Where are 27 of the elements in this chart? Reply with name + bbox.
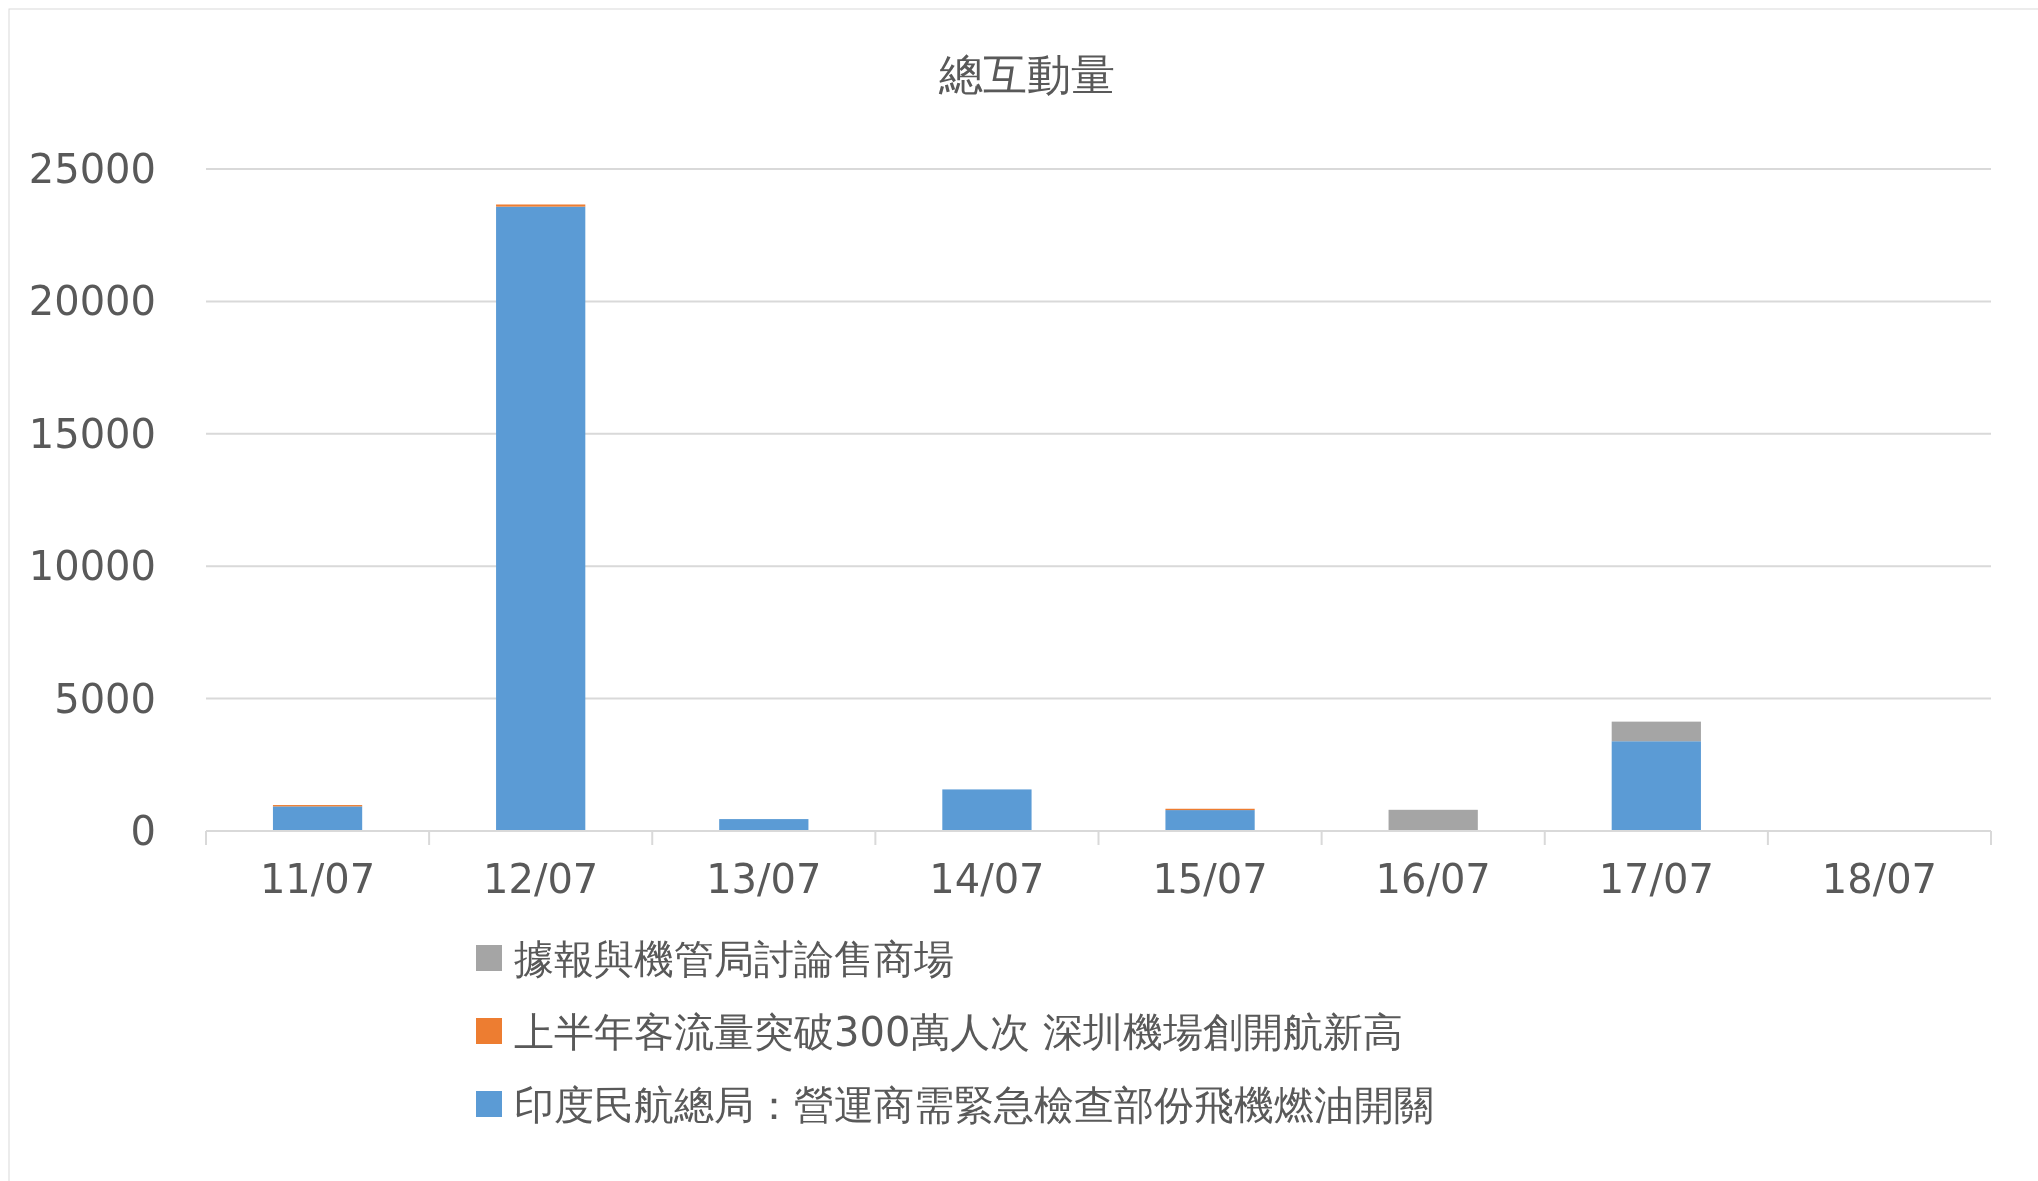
x-tick-label: 18/07 bbox=[1821, 856, 1938, 902]
x-tick-label: 17/07 bbox=[1598, 856, 1714, 902]
bar bbox=[942, 789, 1032, 831]
x-tick-label: 13/07 bbox=[706, 856, 822, 902]
bar bbox=[719, 819, 809, 831]
chart-title: 總互動量 bbox=[938, 49, 1115, 100]
legend-label: 據報與機管局討論售商場 bbox=[514, 936, 954, 982]
y-tick-label: 0 bbox=[130, 808, 156, 854]
x-tick-label: 14/07 bbox=[929, 856, 1045, 902]
y-tick-label: 20000 bbox=[28, 278, 156, 325]
y-tick-label: 15000 bbox=[28, 410, 156, 457]
legend-label: 印度民航總局：營運商需緊急檢查部份飛機燃油開關 bbox=[514, 1082, 1434, 1128]
y-tick-label: 10000 bbox=[28, 543, 156, 590]
y-tick-label: 5000 bbox=[54, 675, 156, 722]
bar bbox=[1611, 721, 1701, 742]
bar bbox=[1165, 810, 1255, 831]
legend-label: 上半年客流量突破300萬人次 深圳機場創開航新高 bbox=[514, 1009, 1404, 1055]
bar bbox=[272, 806, 363, 831]
bar bbox=[1388, 809, 1478, 831]
x-tick-label: 16/07 bbox=[1375, 856, 1491, 902]
x-tick-label: 15/07 bbox=[1152, 856, 1268, 902]
x-tick-label: 11/07 bbox=[259, 856, 376, 902]
bar bbox=[496, 206, 586, 831]
bar bbox=[496, 204, 586, 207]
y-tick-label: 25000 bbox=[28, 146, 156, 192]
x-tick-label: 12/07 bbox=[483, 856, 599, 902]
bar bbox=[1611, 741, 1701, 831]
